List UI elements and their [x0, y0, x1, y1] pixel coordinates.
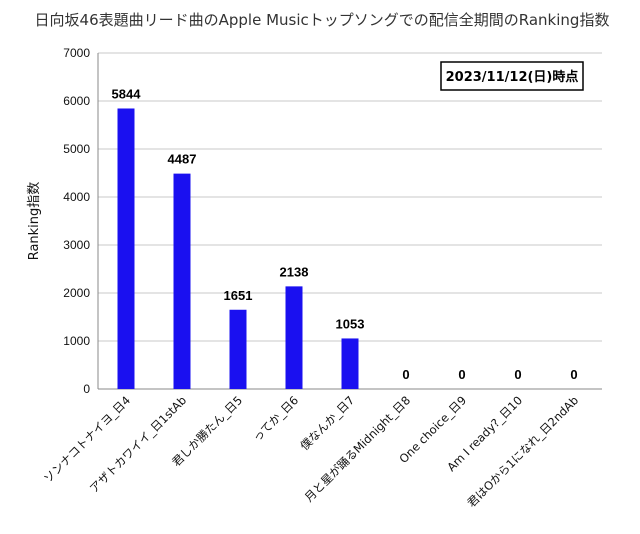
y-tick-label: 7000 [63, 46, 90, 60]
data-label: 0 [458, 367, 465, 382]
data-labels: 5844 4487 1651 2138 1053 0 0 0 0 [112, 86, 578, 382]
data-label: 0 [402, 367, 409, 382]
y-tick-label: 1000 [63, 334, 90, 348]
bar [117, 108, 135, 389]
y-tick-label: 2000 [63, 286, 90, 300]
y-tick-label: 0 [83, 382, 90, 396]
bars [117, 108, 359, 389]
bar [173, 173, 191, 389]
y-axis-ticks: 0 1000 2000 3000 4000 5000 6000 7000 [63, 46, 90, 396]
category-label: 月と星が踊るMidnight_日8 [302, 393, 413, 504]
bar [285, 286, 303, 389]
data-label: 0 [570, 367, 577, 382]
data-label: 1053 [336, 316, 365, 331]
category-label: 君はOから1になれ_日2ndAb [464, 393, 581, 510]
data-label: 4487 [168, 152, 197, 167]
y-tick-label: 6000 [63, 94, 90, 108]
date-annotation-box [440, 61, 584, 91]
data-label: 1651 [224, 288, 253, 303]
category-label: 僕なんか_日7 [297, 393, 357, 453]
y-tick-label: 3000 [63, 238, 90, 252]
data-label: 2138 [280, 264, 309, 279]
y-tick-label: 4000 [63, 190, 90, 204]
category-label: アザトカワイイ_日1stAb [87, 393, 189, 495]
category-label: ってか_日6 [250, 393, 301, 444]
data-label: 5844 [112, 86, 142, 101]
y-tick-label: 5000 [63, 142, 90, 156]
chart-title: 日向坂46表題曲リード曲のApple Musicトップソングでの配信全期間のRa… [35, 11, 610, 29]
bar [229, 309, 247, 389]
date-annotation: 2023/11/12(日)時点 [446, 69, 579, 85]
data-label: 0 [514, 367, 521, 382]
bar [341, 338, 359, 389]
y-axis-label: Ranking指数 [27, 182, 42, 261]
